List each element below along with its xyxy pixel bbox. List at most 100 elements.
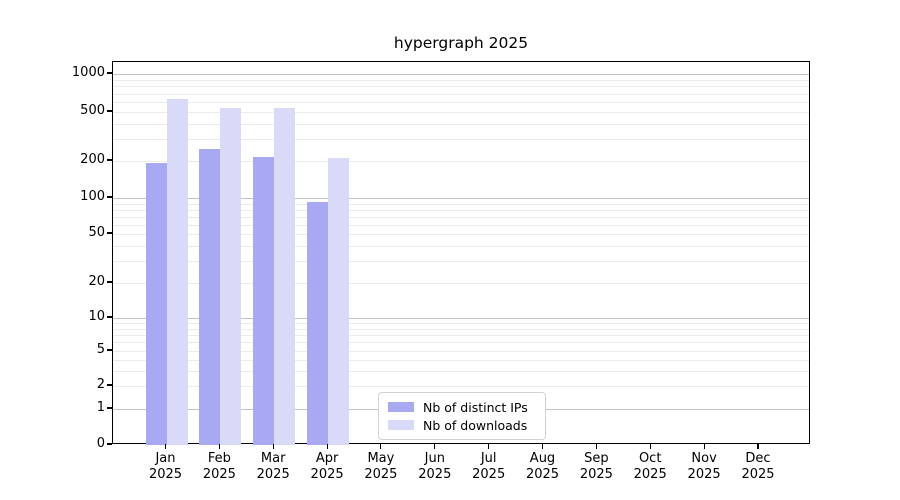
x-tick-mark [595, 444, 597, 449]
gridline-minor [113, 86, 809, 88]
x-tick-label: Nov 2025 [674, 451, 734, 482]
bar-downloads-jan [166, 98, 188, 445]
x-tick-label: Oct 2025 [620, 451, 680, 482]
gridline-minor [113, 351, 809, 352]
gridline-minor [113, 245, 809, 247]
x-tick-year: 2025 [148, 466, 183, 482]
gridline-minor [113, 161, 809, 162]
y-tick-mark [107, 407, 112, 409]
bar-ips-jan [145, 162, 167, 445]
gridline-minor [113, 261, 809, 263]
y-tick-label: 10 [88, 309, 105, 324]
y-tick-label: 200 [80, 152, 105, 167]
x-tick-year: 2025 [364, 466, 398, 482]
x-tick-mark [488, 444, 490, 449]
x-tick-month: Oct [638, 451, 662, 466]
x-tick-mark [164, 444, 167, 449]
x-tick-mark [649, 444, 651, 449]
gridline-minor [113, 79, 809, 81]
x-tick-year: 2025 [687, 466, 721, 482]
y-tick-label: 1000 [71, 65, 105, 80]
bar-downloads-apr [328, 157, 350, 445]
bar-ips-apr [307, 202, 329, 445]
gridline-minor [113, 139, 809, 141]
x-tick-month: May [367, 451, 395, 466]
gridline-major [113, 74, 809, 75]
x-tick-label: Sep 2025 [566, 451, 626, 482]
x-tick-year: 2025 [310, 466, 344, 482]
x-tick-year: 2025 [418, 466, 452, 482]
y-tick-mark [107, 316, 112, 318]
x-tick-month: Jun [424, 451, 445, 466]
x-tick-label: Aug 2025 [513, 451, 573, 482]
gridline-minor [113, 283, 809, 284]
legend-label: Nb of downloads [423, 417, 528, 433]
x-tick-label: Apr 2025 [297, 451, 357, 482]
x-tick-label: Jul 2025 [459, 451, 519, 482]
x-tick-month: Dec [745, 451, 771, 466]
gridline-minor [113, 123, 809, 125]
y-tick-label: 20 [88, 274, 105, 289]
bar-ips-mar [253, 156, 275, 445]
gridline-minor [113, 335, 809, 336]
gridline-minor [113, 386, 809, 387]
gridline-minor [113, 359, 809, 361]
gridline-minor [113, 93, 809, 95]
x-tick-month: Jul [480, 451, 497, 466]
x-tick-mark [541, 444, 544, 449]
gridline-minor [113, 328, 809, 330]
gridline-major [113, 318, 809, 319]
x-tick-label: Feb 2025 [189, 451, 249, 482]
gridline-minor [113, 224, 809, 226]
plot-area [112, 61, 810, 445]
y-tick-label: 50 [88, 225, 105, 240]
x-tick-month: Mar [260, 451, 286, 466]
x-tick-mark [703, 444, 705, 449]
x-tick-mark [272, 444, 274, 449]
x-tick-year: 2025 [525, 466, 560, 482]
y-tick-mark [107, 159, 112, 161]
y-tick-mark [107, 443, 112, 445]
y-tick-label: 2 [96, 377, 105, 392]
y-tick-mark [107, 110, 112, 112]
x-tick-month: Sep [584, 451, 609, 466]
gridline-minor [113, 203, 809, 205]
gridline-minor [113, 102, 809, 103]
y-tick-label: 5 [96, 342, 105, 357]
legend-swatch-downloads [388, 420, 414, 430]
gridline-minor [113, 342, 809, 344]
y-tick-label: 500 [80, 103, 105, 118]
chart-title: hypergraph 2025 [393, 34, 529, 52]
x-tick-label: Jun 2025 [405, 451, 465, 482]
x-tick-year: 2025 [741, 466, 775, 482]
legend-swatch-distinct-ips [388, 402, 414, 412]
x-tick-mark [757, 444, 759, 449]
legend-item: Nb of distinct IPs [388, 398, 536, 416]
gridline-minor [113, 112, 809, 113]
x-tick-label: Jan 2025 [136, 451, 196, 482]
x-tick-mark [380, 444, 382, 449]
y-tick-label: 100 [80, 189, 105, 204]
x-tick-year: 2025 [579, 466, 613, 482]
x-tick-year: 2025 [202, 466, 236, 482]
x-tick-mark [326, 444, 328, 449]
gridline-minor [113, 234, 809, 235]
x-tick-year: 2025 [472, 466, 506, 482]
y-tick-mark [107, 232, 112, 234]
legend-item: Nb of downloads [388, 416, 536, 434]
gridline-minor [113, 323, 809, 324]
x-tick-month: Apr [315, 451, 339, 466]
y-tick-mark [107, 196, 112, 198]
y-tick-mark [107, 384, 112, 386]
gridline-major [113, 198, 809, 199]
x-tick-label: May 2025 [351, 451, 411, 482]
y-tick-mark [107, 281, 112, 283]
y-tick-label: 1 [96, 400, 105, 415]
legend: Nb of distinct IPs Nb of downloads [378, 392, 546, 440]
bar-ips-feb [199, 148, 221, 445]
x-tick-month: Feb [207, 451, 231, 466]
x-tick-year: 2025 [633, 466, 667, 482]
x-tick-month: Jan [155, 451, 176, 466]
bar-downloads-feb [220, 108, 242, 445]
